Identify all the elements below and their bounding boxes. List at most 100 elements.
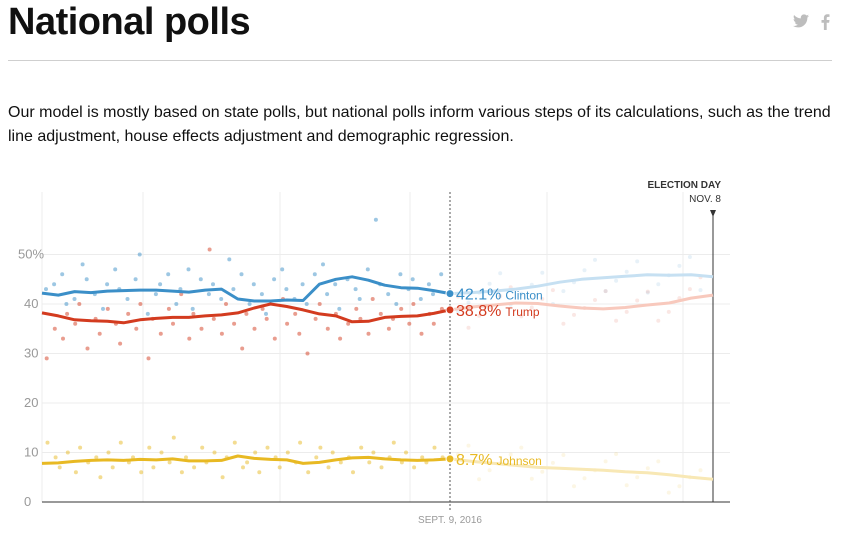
poll-dot [338,336,343,341]
poll-dot [187,336,192,341]
poll-dot [151,465,156,470]
poll-dot [354,306,359,311]
poll-dot [284,287,289,292]
poll-dot [407,321,412,326]
poll-dot [212,450,217,455]
poll-dot [264,311,268,316]
forecast-dot [572,484,576,489]
forecast-dot [624,309,629,314]
poll-dot [191,311,196,316]
forecast-dot [603,289,608,294]
poll-dot [312,272,317,277]
election-day-arrow [710,210,716,217]
forecast-dot [456,294,460,299]
forecast-dot [603,289,608,294]
poll-dot [118,440,123,445]
poll-dot [411,302,416,306]
poll-dot [317,302,322,306]
forecast-dot [645,466,650,471]
poll-dot [391,440,396,445]
poll-dot [231,287,236,292]
trend-line-clinton [41,275,451,303]
forecast-dot [687,287,692,292]
poll-dot [110,465,115,470]
forecast-dot [645,290,650,295]
forecast-dot [677,263,682,268]
twitter-icon[interactable] [793,14,809,28]
forecast-dot [561,321,566,326]
poll-dot [206,292,211,297]
poll-dot [145,311,150,316]
forecast-dot [677,484,682,489]
poll-dot [265,445,270,450]
poll-dot [166,272,171,277]
poll-dot [118,341,123,346]
forecast-dot [508,452,513,457]
forecast-dot [666,490,671,495]
forecast-dot [550,460,555,465]
poll-dot [285,450,290,455]
poll-dot [379,465,384,470]
poll-dot [52,326,57,331]
series-name: Trump [505,305,540,319]
poll-dot [431,292,435,297]
poll-dot [346,321,351,326]
y-tick-label: 30 [24,346,38,361]
series-value: 38.8% [456,303,501,320]
poll-dot [137,252,142,257]
poll-dot [61,336,65,341]
poll-dot [113,267,118,272]
poll-dot [138,302,143,306]
current-marker-trump [445,305,455,315]
forecast-dot [645,289,650,294]
poll-dot [80,262,85,267]
poll-dot [304,302,309,306]
poll-dot [219,331,224,336]
poll-dot [44,287,48,292]
y-tick-label: 10 [24,445,38,460]
poll-dot [264,316,269,321]
poll-dot [73,321,78,326]
poll-dot [174,302,179,306]
forecast-dot [466,300,471,305]
series-name: Johnson [496,454,541,468]
poll-dot [101,306,105,311]
forecast-dot [477,477,482,482]
poll-dot [77,302,82,306]
poll-dot [358,316,363,321]
forecast-dot [561,453,566,457]
trend-lines [41,273,714,481]
poll-dot [330,450,335,455]
poll-dot [166,306,171,311]
poll-dot [186,267,191,272]
poll-dots [44,217,703,495]
forecast-dot [477,313,482,318]
poll-dot [410,277,415,282]
forecast-dot [698,468,703,473]
poll-dot [239,272,244,277]
intro-text: Our model is mostly based on state polls… [8,104,831,145]
y-axis: 50% 40 30 20 10 0 SEPT. 9, 2016 ELECTION DAY NOV… [18,180,721,526]
markers [445,289,455,464]
forecast-dot [519,291,524,296]
poll-dot [190,306,195,311]
poll-dot [105,306,110,311]
poll-dot [78,445,83,450]
series-label-johnson: 8.7% Johnson [456,452,542,469]
current-marker-clinton [445,289,455,299]
forecast-dot [456,452,460,457]
poll-dot [337,306,342,311]
poll-dot [245,460,250,465]
forecast-dot [614,452,619,456]
forecast-dot [614,318,619,323]
forecast-line-clinton [449,273,714,296]
poll-dot [260,306,265,311]
poll-dot [240,346,245,351]
forecast-dot [656,282,661,287]
y-tick-label: 40 [24,296,38,311]
forecast-dot [561,289,566,294]
forecast-dot [698,288,703,293]
facebook-icon[interactable] [821,14,830,30]
poll-dot [251,282,256,287]
poll-dot [386,326,391,331]
